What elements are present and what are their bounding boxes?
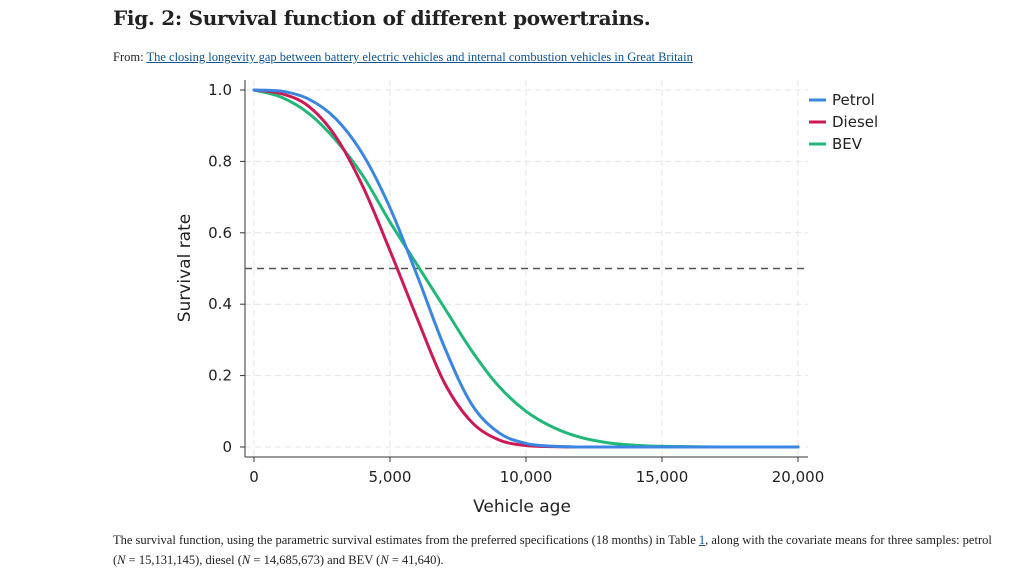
y-tick-label: 0.4 [208,295,232,313]
y-tick-label: 1.0 [208,81,232,99]
x-tick-label: 5,000 [369,468,412,486]
caption-n-bev: = 41,640). [388,553,444,567]
caption-text-1: The survival function, using the paramet… [113,533,699,547]
survival-chart: 0 5,000 10,000 15,000 20,000 0 0.2 0.4 0.6 0.8 1.0… [175,80,878,517]
y-tick-label: 0 [222,438,232,456]
axes: 0 5,000 10,000 15,000 20,000 0 0.2 0.4 0.6 0.8 1.0 [208,80,824,486]
legend-label-diesel: Diesel [832,113,878,131]
caption-n-diesel-label: N [241,553,251,567]
series-lines [252,88,800,449]
legend-label-petrol: Petrol [832,91,875,109]
y-axis-label: Survival rate [175,214,195,322]
caption-n-bev-label: N [380,553,389,567]
figure-title: Fig. 2: Survival function of different p… [113,6,651,30]
x-axis-label: Vehicle age [473,497,571,517]
source-line: From: The closing longevity gap between … [113,50,693,65]
source-prefix: From: [113,50,144,64]
y-tick-label: 0.6 [208,224,232,242]
x-tick-label: 10,000 [500,468,553,486]
x-tick-label: 0 [249,468,259,486]
x-tick-label: 20,000 [772,468,825,486]
source-article-link[interactable]: The closing longevity gap between batter… [146,50,693,64]
caption-table-link[interactable]: 1 [698,533,706,547]
caption-n-diesel: = 14,685,673) and BEV ( [250,553,381,567]
series-line-petrol [252,88,800,449]
y-tick-label: 0.8 [208,152,232,170]
caption-n-petrol: = 15,131,145), diesel ( [125,553,242,567]
caption-text-2: , along with the covariate means for thr… [113,533,992,567]
figure-caption: The survival function, using the paramet… [113,530,993,570]
x-tick-label: 15,000 [636,468,689,486]
legend-label-bev: BEV [832,135,863,153]
caption-n-petrol-label: N [117,553,126,567]
legend: Petrol Diesel BEV [809,91,878,153]
y-tick-label: 0.2 [208,367,232,385]
